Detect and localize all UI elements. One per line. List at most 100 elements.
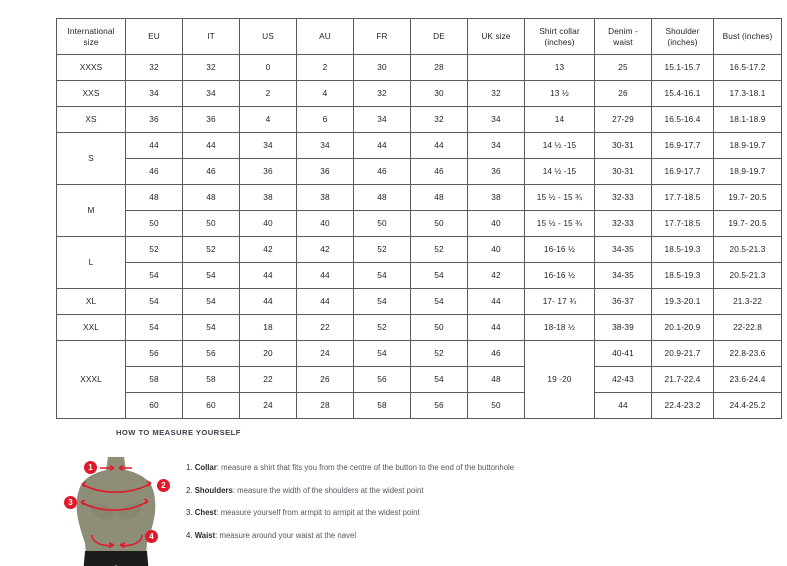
cell-it: 60 (182, 392, 240, 419)
cell-au: 40 (296, 210, 354, 237)
cell-us: 40 (239, 210, 297, 237)
cell-eu: 58 (125, 366, 183, 393)
step-text: : measure a shirt that fits you from the… (216, 463, 515, 472)
cell-denim: 34-35 (594, 236, 652, 263)
header-line-2: size (83, 36, 99, 47)
table-row: 60 60 24 28 58 56 50 44 22.4-23.2 24.4-25.2 (57, 392, 782, 419)
cell-au: 2 (296, 54, 354, 81)
cell-de: 52 (410, 340, 468, 367)
measure-badge-3: 3 (64, 496, 77, 509)
cell-it: 32 (182, 54, 240, 81)
cell-uk: 32 (467, 80, 525, 107)
cell-fr: 30 (353, 54, 411, 81)
step-label: Shoulders (194, 485, 233, 495)
header-line-2: (inches) (544, 36, 575, 47)
international-size-cell: XXXS (56, 54, 126, 81)
cell-it: 52 (182, 236, 240, 263)
cell-de: 30 (410, 80, 468, 107)
cell-uk: 36 (467, 158, 525, 185)
cell-uk: 50 (467, 392, 525, 419)
cell-eu: 48 (125, 184, 183, 211)
cell-eu: 32 (125, 54, 183, 81)
cell-bust: 18.9-19.7 (713, 132, 782, 159)
table-row: XXL 54 54 18 22 52 50 44 18-18 ½ 38-39 20.1-20.9 22… (56, 314, 782, 341)
cell-us: 24 (239, 392, 297, 419)
step-number: 4. (186, 531, 193, 541)
cell-bust: 20.5-21.3 (713, 262, 782, 289)
header-line-1: International (67, 26, 115, 37)
international-size-cell: XL (56, 288, 126, 315)
cell-shoulder: 16.5-16.4 (651, 106, 714, 133)
table-row: 54 54 44 44 54 54 42 16-16 ½ 34-35 18.5-19.3 20.5-… (57, 262, 782, 289)
cell-denim: 32-33 (594, 210, 652, 237)
cell-uk: 46 (467, 340, 525, 367)
cell-uk: 40 (467, 236, 525, 263)
cell-denim: 26 (594, 80, 652, 107)
cell-au: 38 (296, 184, 354, 211)
torso-diagram-icon (76, 457, 156, 566)
table-header-row: International size EU IT US AU FR DE UK … (56, 18, 782, 55)
measure-badge-4: 4 (145, 530, 158, 543)
international-size-cell: XS (56, 106, 126, 133)
cell-bust: 21.3-22 (713, 288, 782, 315)
cell-uk: 44 (467, 314, 525, 341)
cell-fr: 34 (353, 106, 411, 133)
cell-eu: 56 (125, 340, 183, 367)
cell-eu: 50 (125, 210, 183, 237)
cell-shoulder: 22.4-23.2 (651, 392, 714, 419)
cell-de: 56 (410, 392, 468, 419)
cell-collar: 13 ½ (524, 80, 595, 107)
table-row: L 52 52 42 42 52 52 40 16-16 ½ 34-35 18.5-19.3 20.5… (56, 236, 782, 289)
cell-fr: 54 (353, 262, 411, 289)
cell-it: 44 (182, 132, 240, 159)
cell-bust: 22-22.8 (713, 314, 782, 341)
step-label: Chest (194, 508, 217, 518)
column-header-it: IT (182, 18, 240, 55)
cell-collar: 18-18 ½ (524, 314, 595, 341)
cell-fr: 46 (353, 158, 411, 185)
step-label: Waist (194, 531, 216, 541)
measure-step-4: 4. Waist: measure around your waist at t… (186, 531, 514, 541)
step-number: 2. (186, 485, 193, 495)
table-row: M 48 48 38 38 48 48 38 15 ½ - 15 ¾ 32-33 17.7-18.5… (56, 184, 782, 237)
cell-shoulder: 15.1-15.7 (651, 54, 714, 81)
measure-step-1: 1. Collar: measure a shirt that fits you… (186, 463, 514, 473)
cell-de: 28 (410, 54, 468, 81)
mannequin-figure: 1 2 3 4 (56, 451, 176, 566)
cell-fr: 58 (353, 392, 411, 419)
cell-fr: 50 (353, 210, 411, 237)
cell-collar: 13 (524, 54, 595, 81)
cell-au: 34 (296, 132, 354, 159)
header-line-1: Denim - (608, 26, 638, 37)
measure-steps-list: 1. Collar: measure a shirt that fits you… (186, 451, 514, 541)
cell-uk: 42 (467, 262, 525, 289)
cell-au: 36 (296, 158, 354, 185)
step-number: 3. (186, 508, 193, 518)
cell-it: 48 (182, 184, 240, 211)
cell-shoulder: 21.7-22.4 (651, 366, 714, 393)
cell-de: 54 (410, 262, 468, 289)
cell-au: 6 (296, 106, 354, 133)
cell-bust: 19.7- 20.5 (713, 184, 782, 211)
column-header-bust: Bust (inches) (713, 18, 782, 55)
header-line-2: (inches) (667, 36, 698, 47)
cell-de: 48 (410, 184, 468, 211)
cell-it: 50 (182, 210, 240, 237)
cell-fr: 52 (353, 314, 411, 341)
table-row: XS 36 36 4 6 34 32 34 14 27-29 16.5-16.4 18.1-18.9 (56, 106, 782, 133)
cell-shoulder: 18.5-19.3 (651, 262, 714, 289)
cell-us: 44 (239, 288, 297, 315)
cell-it: 56 (182, 340, 240, 367)
cell-us: 20 (239, 340, 297, 367)
cell-au: 22 (296, 314, 354, 341)
step-number: 1. (186, 463, 193, 472)
header-line-2: waist (613, 36, 633, 47)
table-body: XXXS 32 32 0 2 30 28 13 25 15.1-15.7 16.5-17.2 XXS 3… (56, 54, 782, 419)
international-size-cell: XXS (56, 80, 126, 107)
cell-au: 26 (296, 366, 354, 393)
cell-bust: 17.3-18.1 (713, 80, 782, 107)
cell-fr: 54 (353, 340, 411, 367)
step-label: Collar (194, 463, 217, 472)
cell-de: 32 (410, 106, 468, 133)
